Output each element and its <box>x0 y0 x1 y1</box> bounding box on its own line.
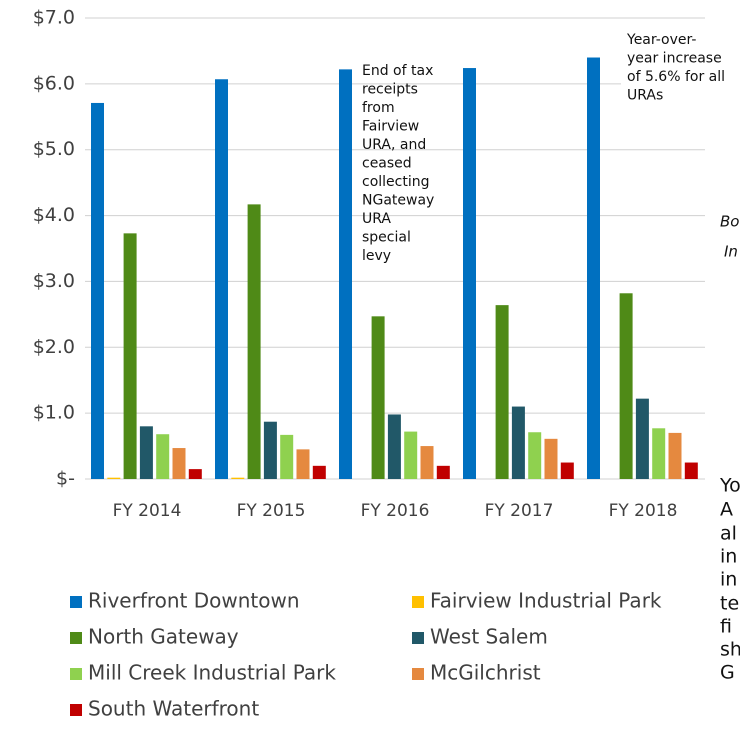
annotation: levy <box>362 248 391 264</box>
y-tick-label: $5.0 <box>33 138 75 160</box>
annotation: End of tax <box>362 63 433 79</box>
legend-swatch <box>70 632 82 644</box>
bar <box>495 305 509 479</box>
annotation: special <box>362 230 411 246</box>
bar <box>156 434 170 479</box>
cropped-text: te <box>720 593 739 615</box>
bar <box>652 428 666 479</box>
y-tick-label: $7.0 <box>33 7 75 29</box>
cropped-text: G <box>720 662 735 684</box>
x-tick-label: FY 2016 <box>361 501 430 521</box>
bar <box>463 68 476 480</box>
bar <box>172 448 186 479</box>
legend-label: Mill Creek Industrial Park <box>88 661 336 685</box>
annotation: collecting <box>362 174 430 190</box>
y-tick-label: $4.0 <box>33 204 75 226</box>
bar <box>511 406 525 479</box>
bar <box>587 57 600 480</box>
x-tick-label: FY 2018 <box>609 501 678 521</box>
bar <box>312 465 326 479</box>
legend-swatch <box>70 668 82 680</box>
legend-label: Riverfront Downtown <box>88 589 300 613</box>
annotation: URA, and <box>362 137 426 153</box>
legend-label: McGilchrist <box>430 661 541 685</box>
bar <box>231 477 245 479</box>
bar <box>188 469 202 479</box>
y-tick-label: $- <box>56 468 75 490</box>
x-tick-label: FY 2017 <box>485 501 554 521</box>
bar <box>247 204 261 479</box>
bar <box>387 414 401 479</box>
y-tick-label: $1.0 <box>33 402 75 424</box>
annotation: year increase <box>627 51 722 67</box>
annotation: from <box>362 100 395 116</box>
annotation: of 5.6% for all <box>627 69 725 85</box>
legend-swatch <box>70 596 82 608</box>
bar <box>371 316 385 479</box>
y-tick-label: $2.0 <box>33 336 75 358</box>
bar <box>544 438 558 479</box>
bar <box>436 465 450 479</box>
bar <box>560 462 574 479</box>
bar <box>139 426 153 479</box>
bar <box>123 233 137 479</box>
cropped-text: sh <box>720 639 740 661</box>
bar <box>684 462 698 479</box>
bar <box>263 421 277 479</box>
annotation: Fairview <box>362 119 419 135</box>
legend-swatch <box>412 596 424 608</box>
bar <box>635 398 649 479</box>
bar <box>339 69 352 480</box>
legend-label: South Waterfront <box>88 697 259 721</box>
bar <box>619 293 633 479</box>
bar <box>215 79 228 480</box>
annotation-bg <box>621 28 740 106</box>
x-tick-label: FY 2014 <box>113 501 182 521</box>
legend-label: North Gateway <box>88 625 239 649</box>
bar <box>107 477 121 479</box>
legend-swatch <box>412 668 424 680</box>
bar <box>668 432 682 479</box>
annotation: receipts <box>362 82 418 98</box>
legend-label: Fairview Industrial Park <box>430 589 662 613</box>
x-tick-label: FY 2015 <box>237 501 306 521</box>
bar <box>280 434 294 479</box>
cropped-text: fi <box>720 616 732 638</box>
annotation: URAs <box>627 88 663 104</box>
annotation: Year-over- <box>626 32 696 48</box>
cropped-text: Bo <box>720 213 739 231</box>
annotation: URA <box>362 211 391 227</box>
cropped-text: in <box>720 546 737 568</box>
legend-swatch <box>412 632 424 644</box>
cropped-text: in <box>720 569 737 591</box>
annotation: NGateway <box>362 193 434 209</box>
legend-label: West Salem <box>430 625 548 649</box>
bar <box>91 102 104 479</box>
cropped-text: al <box>720 523 737 545</box>
cropped-text: In <box>724 243 738 261</box>
bar <box>404 431 418 479</box>
legend-swatch <box>70 704 82 716</box>
bar <box>420 446 434 479</box>
bar <box>296 449 310 479</box>
bar <box>528 432 542 479</box>
cropped-text: A <box>720 499 733 521</box>
y-tick-label: $3.0 <box>33 270 75 292</box>
cropped-text: Yo <box>719 475 740 497</box>
y-tick-label: $6.0 <box>33 72 75 94</box>
annotation: ceased <box>362 156 412 172</box>
